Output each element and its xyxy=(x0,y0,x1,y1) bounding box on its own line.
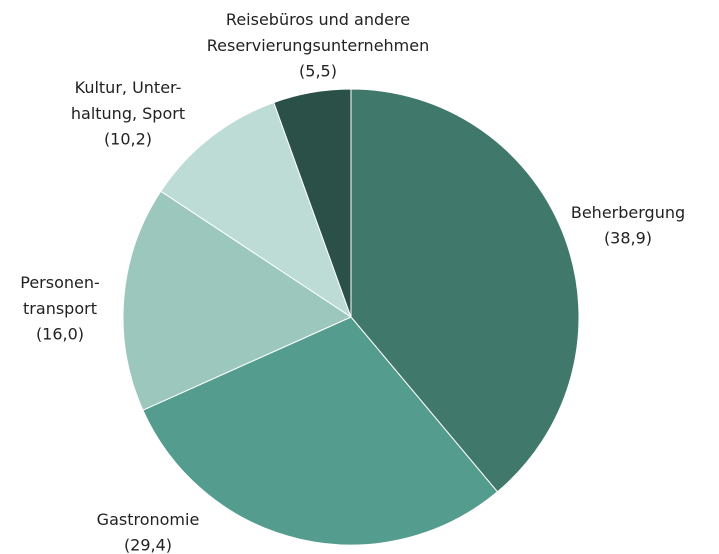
pie-slice xyxy=(350,88,580,493)
pie-slice xyxy=(122,190,353,411)
slice-label: Beherbergung xyxy=(571,203,685,222)
value-label: (38,9) xyxy=(604,229,652,248)
value-label: (16,0) xyxy=(36,325,84,344)
slice-label: Gastronomie xyxy=(97,510,200,529)
slice-label: Kultur, Unter-haltung, Sport xyxy=(71,78,185,123)
pie-slice xyxy=(160,101,352,319)
label-line: transport xyxy=(23,299,97,318)
pie-slice xyxy=(273,88,352,318)
slice-label: Personen-transport xyxy=(20,273,100,318)
value-label: (5,5) xyxy=(299,62,337,81)
value-label: (10,2) xyxy=(104,130,152,149)
slice-label: Reisebüros und andere Reservierungsuntern… xyxy=(207,10,430,55)
pie-slice xyxy=(142,316,499,546)
label-line: Reisebüros und andere xyxy=(226,10,410,29)
label-line: Personen- xyxy=(20,273,100,292)
label-line: Reservierungsunternehmen xyxy=(207,36,430,55)
label-line: Kultur, Unter- xyxy=(75,78,182,97)
value-label: (29,4) xyxy=(124,536,172,554)
label-line: Beherbergung xyxy=(571,203,685,222)
label-line: haltung, Sport xyxy=(71,104,185,123)
label-line: Gastronomie xyxy=(97,510,200,529)
